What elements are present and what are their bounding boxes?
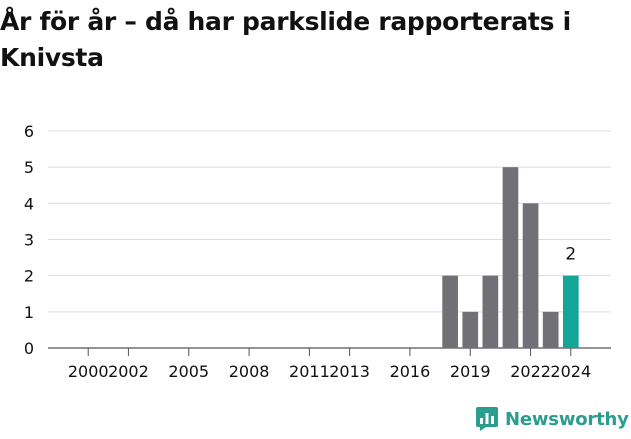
y-tick-label: 0 <box>24 339 34 358</box>
x-axis: 2000 2002 2005 2008 2011 2013 2016 2019 2022 2024 <box>68 348 591 381</box>
bar-2021 <box>502 167 519 348</box>
y-tick-label: 3 <box>24 231 34 250</box>
newsworthy-logo: Newsworthy <box>475 406 629 432</box>
brand-name: Newsworthy <box>505 408 629 430</box>
bar-2020 <box>482 275 499 348</box>
y-tick-label: 1 <box>24 303 34 322</box>
bar-2018 <box>442 275 458 348</box>
bar-2019 <box>462 311 479 348</box>
x-tick-label: 2008 <box>229 362 270 381</box>
x-tick-label: 2000 <box>68 362 109 381</box>
bar-2024 <box>562 275 579 348</box>
y-tick-label: 6 <box>24 122 34 141</box>
bars <box>442 167 579 348</box>
newsworthy-chart-bubble-icon <box>476 407 498 431</box>
bar-2023 <box>542 311 559 348</box>
y-tick-label: 4 <box>24 194 34 213</box>
x-tick-label: 2002 <box>108 362 149 381</box>
x-tick-label: 2019 <box>450 362 491 381</box>
data-label-2024: 2 <box>565 245 576 265</box>
x-tick-label: 2022 <box>510 362 551 381</box>
x-tick-label: 2016 <box>390 362 431 381</box>
x-tick-label: 2011 <box>289 362 330 381</box>
chart-title: År för år – då har parkslide rapporterat… <box>0 7 571 72</box>
annotations: 2 <box>565 245 576 265</box>
y-tick-label: 2 <box>24 267 34 286</box>
y-axis-ticks: 0 1 2 3 4 5 6 <box>24 122 34 358</box>
x-tick-label: 2005 <box>168 362 209 381</box>
x-tick-label: 2024 <box>550 362 591 381</box>
bar-2022 <box>522 203 539 348</box>
x-tick-label: 2013 <box>329 362 370 381</box>
y-tick-label: 5 <box>24 158 34 177</box>
